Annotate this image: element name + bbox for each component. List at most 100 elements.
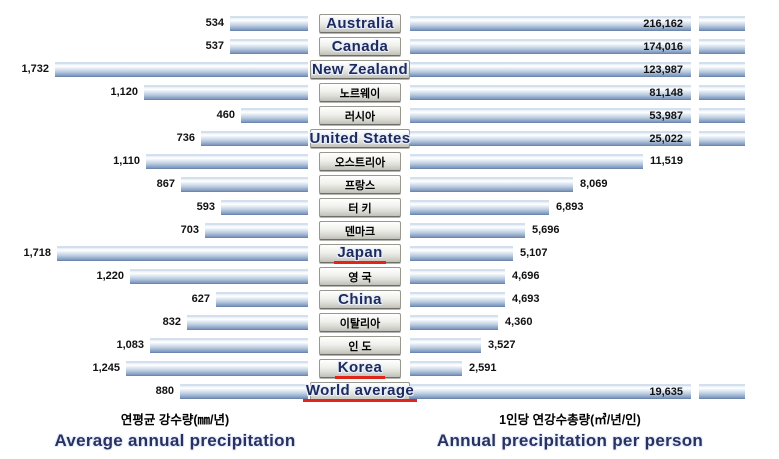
per-person-bar (410, 177, 573, 192)
country-label: New Zealand (311, 61, 409, 78)
per-person-bar (410, 361, 462, 376)
chart-row: 880 World average 19,635 (0, 380, 779, 403)
truncation-cap-bar (699, 108, 745, 123)
country-label: 영 국 (348, 271, 372, 284)
country-button: New Zealand (310, 60, 410, 79)
precipitation-value-label: 832 (162, 316, 181, 328)
precipitation-bar (146, 154, 308, 169)
chart-row: 537 Canada 174,016 (0, 35, 779, 58)
precipitation-value-label: 1,245 (92, 362, 120, 374)
country-label: 오스트리아 (334, 156, 386, 169)
left-axis-label-english: Average annual precipitation (54, 431, 296, 450)
chart-row: 867 프랑스 8,069 (0, 173, 779, 196)
country-label-zone: China (310, 288, 410, 311)
precipitation-bar (230, 39, 308, 54)
left-bar-zone: 1,110 (0, 150, 310, 173)
country-label-zone: 이탈리아 (310, 311, 410, 334)
right-bar-zone: 5,696 (410, 219, 779, 242)
per-person-bar: 81,148 (410, 85, 691, 100)
per-person-bar: 174,016 (410, 39, 691, 54)
country-label: 터 키 (348, 202, 372, 215)
country-label-zone: 오스트리아 (310, 150, 410, 173)
country-label-zone: 러시아 (310, 104, 410, 127)
precipitation-bar (150, 338, 308, 353)
precipitation-value-label: 593 (196, 201, 215, 213)
per-person-value-inside: 81,148 (649, 87, 683, 99)
chart-row: 832 이탈리아 4,360 (0, 311, 779, 334)
per-person-bar (410, 338, 481, 353)
chart-row: 1,110 오스트리아 11,519 (0, 150, 779, 173)
right-bar-zone: 4,696 (410, 265, 779, 288)
country-button: World average (302, 382, 418, 402)
country-label-zone: New Zealand (310, 58, 410, 81)
country-button: 인 도 (319, 336, 401, 355)
country-button: 이탈리아 (319, 313, 401, 332)
per-person-value-label: 4,360 (505, 316, 533, 328)
precipitation-value-label: 867 (156, 178, 175, 190)
per-person-value-label: 4,693 (512, 293, 540, 305)
per-person-value-label: 3,527 (488, 339, 516, 351)
precipitation-bar (221, 200, 308, 215)
per-person-bar (410, 154, 643, 169)
left-bar-zone: 832 (0, 311, 310, 334)
truncation-cap-bar (699, 39, 745, 54)
precipitation-value-label: 460 (216, 109, 235, 121)
country-label-zone: Australia (310, 12, 410, 35)
precipitation-bar (55, 62, 308, 77)
precipitation-bar (201, 131, 308, 146)
country-label-zone: 노르웨이 (310, 81, 410, 104)
left-bar-zone: 703 (0, 219, 310, 242)
truncation-cap-bar (699, 131, 745, 146)
per-person-bar: 123,987 (410, 62, 691, 77)
per-person-value-inside: 53,987 (649, 110, 683, 122)
country-button: Korea (319, 359, 401, 379)
per-person-value-inside: 25,022 (649, 133, 683, 145)
precipitation-value-label: 736 (176, 132, 195, 144)
left-bar-zone: 593 (0, 196, 310, 219)
precipitation-value-label: 627 (191, 293, 210, 305)
chart-row: 1,732 New Zealand 123,987 (0, 58, 779, 81)
right-bar-zone: 123,987 (410, 58, 779, 81)
left-bar-zone: 534 (0, 12, 310, 35)
country-label: China (338, 291, 382, 308)
country-label-zone: 프랑스 (310, 173, 410, 196)
chart-row: 460 러시아 53,987 (0, 104, 779, 127)
precipitation-bar (130, 269, 308, 284)
per-person-bar (410, 246, 513, 261)
country-button: China (319, 290, 401, 309)
right-axis-label-english: Annual precipitation per person (436, 431, 704, 450)
country-button: Japan (319, 244, 401, 264)
country-button: 영 국 (319, 267, 401, 286)
truncation-cap-bar (699, 85, 745, 100)
left-axis-label-korean: 연평균 강수량(㎜/년) (120, 413, 230, 427)
truncation-cap-bar (699, 16, 745, 31)
left-bar-zone: 1,732 (0, 58, 310, 81)
chart-row: 736 United States 25,022 (0, 127, 779, 150)
country-button: 덴마크 (319, 221, 401, 240)
per-person-value-label: 11,519 (650, 155, 684, 167)
country-button: 터 키 (319, 198, 401, 217)
country-label: 노르웨이 (339, 87, 381, 100)
per-person-value-inside: 123,987 (643, 64, 683, 76)
country-button: 러시아 (319, 106, 401, 125)
left-bar-zone: 867 (0, 173, 310, 196)
precipitation-value-label: 880 (155, 385, 174, 397)
right-bar-zone: 5,107 (410, 242, 779, 265)
country-button: 프랑스 (319, 175, 401, 194)
country-label: 이탈리아 (339, 317, 381, 330)
precipitation-bar (144, 85, 308, 100)
precipitation-bar (180, 384, 308, 399)
country-label-zone: 덴마크 (310, 219, 410, 242)
chart-row: 1,120 노르웨이 81,148 (0, 81, 779, 104)
per-person-bar (410, 269, 505, 284)
precipitation-value-label: 703 (180, 224, 199, 236)
left-bar-zone: 1,220 (0, 265, 310, 288)
precipitation-bar (181, 177, 308, 192)
per-person-value-label: 4,696 (512, 270, 540, 282)
per-person-bar: 25,022 (410, 131, 691, 146)
country-label: 러시아 (344, 110, 376, 123)
per-person-bar: 53,987 (410, 108, 691, 123)
right-bar-zone: 2,591 (410, 357, 779, 380)
country-label: World average (302, 382, 418, 402)
